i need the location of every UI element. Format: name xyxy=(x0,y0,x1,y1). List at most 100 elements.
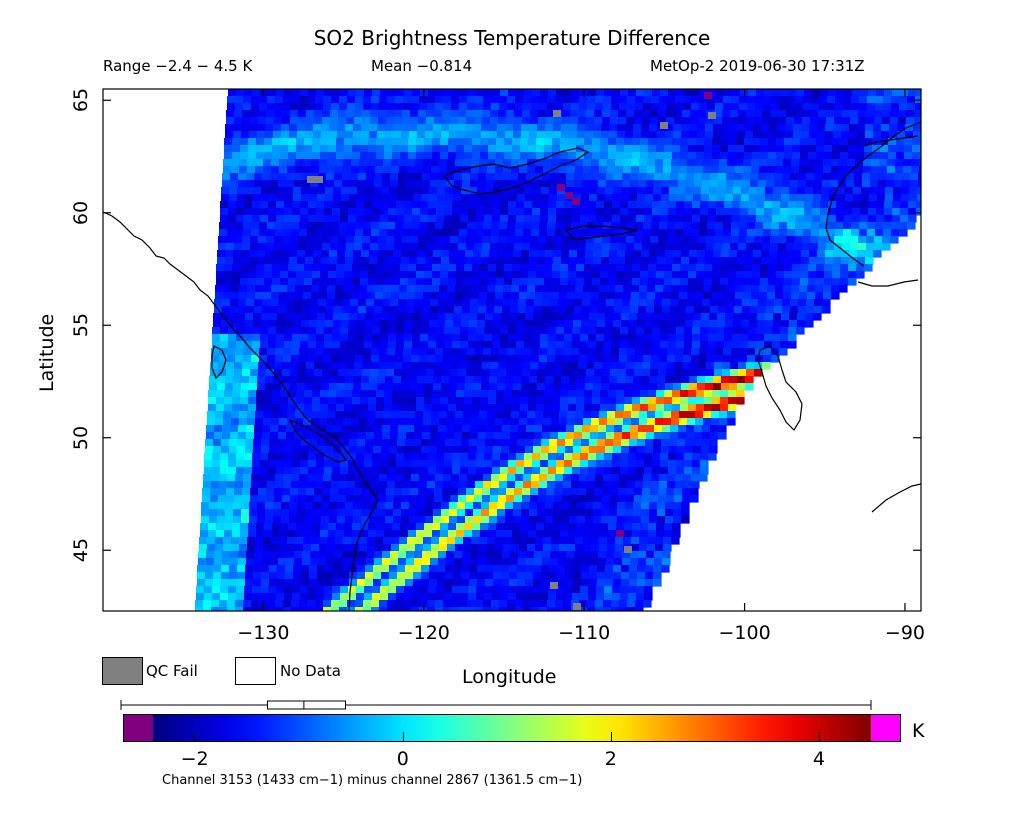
swath-cell xyxy=(270,551,279,559)
swath-cell xyxy=(622,306,631,314)
swath-cell xyxy=(400,152,409,160)
swath-cell xyxy=(896,152,905,160)
swath-cell xyxy=(500,327,509,335)
swath-cell xyxy=(403,474,412,482)
swath-cell xyxy=(342,551,351,559)
swath-cell xyxy=(403,355,412,363)
swath-cell xyxy=(270,425,279,433)
swath-cell xyxy=(608,264,617,272)
swath-cell xyxy=(561,376,570,384)
swath-cell xyxy=(237,320,246,328)
swath-cell xyxy=(420,327,429,335)
swath-cell xyxy=(307,103,316,111)
swath-cell xyxy=(323,474,332,482)
swath-cell xyxy=(578,495,587,503)
swath-cell xyxy=(336,138,345,146)
swath-cell xyxy=(531,222,540,230)
swath-cell xyxy=(789,313,798,321)
swath-cell xyxy=(433,124,442,132)
swath-cell xyxy=(697,257,706,265)
swath-cell xyxy=(341,320,350,328)
swath-cell xyxy=(359,418,368,426)
swath-cell xyxy=(859,103,868,111)
swath-cell xyxy=(396,89,405,97)
swath-cell xyxy=(352,264,361,272)
swath-cell xyxy=(525,320,534,328)
swath-cell xyxy=(875,103,884,111)
swath-cell xyxy=(319,418,328,426)
swath-cell xyxy=(638,306,647,314)
swath-cell xyxy=(357,313,366,321)
swath-cell xyxy=(391,166,400,174)
swath-cell xyxy=(365,439,374,447)
swath-cell xyxy=(300,215,309,223)
swath-cell xyxy=(632,523,641,531)
swath-cell xyxy=(726,180,735,188)
swath-cell xyxy=(456,138,465,146)
swath-cell xyxy=(311,537,320,545)
swath-cell xyxy=(292,467,301,475)
swath-cell xyxy=(630,173,639,181)
swath-cell xyxy=(668,215,677,223)
swath-cell xyxy=(628,327,637,335)
swath-cell xyxy=(673,124,682,132)
swath-cell xyxy=(448,152,457,160)
swath-cell xyxy=(630,425,639,433)
swath-cell xyxy=(364,208,373,216)
swath-cell xyxy=(251,229,260,237)
swath-cell xyxy=(608,390,617,398)
swath-cell xyxy=(376,278,385,286)
swath-cell xyxy=(345,250,354,258)
swath-cell xyxy=(824,152,833,160)
swath-cell xyxy=(366,432,375,440)
swath-cell xyxy=(841,257,850,265)
swath-cell xyxy=(448,278,457,286)
swath-cell xyxy=(883,96,892,104)
swath-cell xyxy=(780,201,789,209)
swath-cell xyxy=(270,173,279,181)
swath-cell xyxy=(696,390,705,398)
swath-cell xyxy=(429,320,438,328)
swath-cell xyxy=(335,292,344,300)
swath-cell xyxy=(768,264,777,272)
swath-cell xyxy=(247,418,256,426)
swath-cell xyxy=(684,334,693,342)
swath-cell xyxy=(474,243,483,251)
swath-cell xyxy=(383,292,392,300)
swath-cell xyxy=(895,159,904,167)
swath-cell xyxy=(811,103,820,111)
swath-cell xyxy=(476,327,485,335)
swath-cell xyxy=(623,411,632,419)
swath-cell xyxy=(480,271,489,279)
swath-cell xyxy=(496,397,505,405)
swath-cell xyxy=(566,180,575,188)
swath-cell xyxy=(416,145,425,153)
swath-cell xyxy=(576,278,585,286)
swath-cell xyxy=(551,159,560,167)
swath-cell xyxy=(587,229,596,237)
swath-cell xyxy=(796,89,805,97)
swath-cell xyxy=(392,523,401,531)
swath-cell xyxy=(414,551,423,559)
swath-cell xyxy=(297,509,306,517)
swath-cell xyxy=(212,327,221,335)
swath-cell xyxy=(495,544,504,552)
swath-cell xyxy=(835,96,844,104)
swath-cell xyxy=(756,327,765,335)
swath-cell xyxy=(688,390,697,398)
swath-cell xyxy=(675,348,684,356)
swath-cell xyxy=(427,348,436,356)
swath-cell xyxy=(333,194,342,202)
swath-cell xyxy=(672,145,681,153)
swath-cell xyxy=(530,495,539,503)
swath-cell xyxy=(819,229,828,237)
swath-cell xyxy=(566,173,575,181)
swath-cell xyxy=(496,530,505,538)
swath-cell xyxy=(740,201,749,209)
swath-cell xyxy=(218,236,227,244)
swath-cell xyxy=(375,285,384,293)
swath-cell xyxy=(657,257,666,265)
swath-data xyxy=(195,89,921,611)
swath-cell xyxy=(374,306,383,314)
swath-cell xyxy=(418,495,427,503)
